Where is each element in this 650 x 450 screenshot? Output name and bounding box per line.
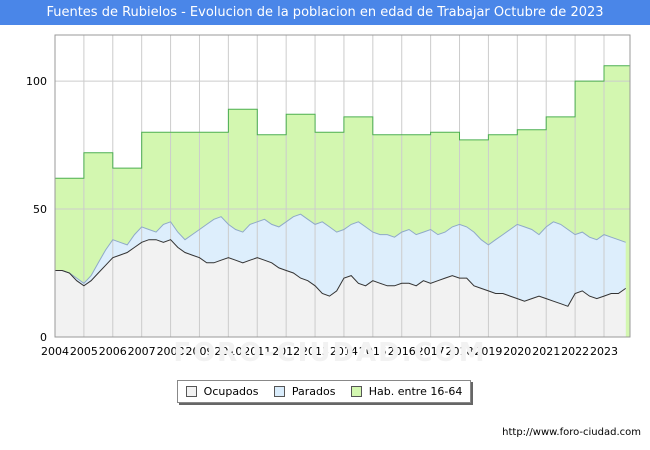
y-tick-label: 0: [40, 331, 47, 344]
legend-swatch-parados: [273, 386, 285, 397]
x-tick-label: 2018: [446, 345, 474, 358]
x-tick-label: 2014: [330, 345, 358, 358]
y-tick-label: 100: [26, 75, 47, 88]
x-tick-label: 2008: [157, 345, 185, 358]
x-tick-label: 2016: [388, 345, 416, 358]
x-tick-label: 2007: [128, 345, 156, 358]
chart-legend: Ocupados Parados Hab. entre 16-64: [177, 380, 471, 403]
x-tick-label: 2010: [214, 345, 242, 358]
series-line-parados: [55, 213, 626, 284]
x-tick-label: 2022: [561, 345, 589, 358]
legend-label-hab: Hab. entre 16-64: [368, 385, 463, 398]
x-tick-label: 2009: [185, 345, 213, 358]
legend-label-parados: Parados: [291, 385, 336, 398]
legend-swatch-hab: [350, 386, 362, 397]
x-tick-label: 2015: [359, 345, 387, 358]
x-tick-label: 2013: [301, 345, 329, 358]
x-tick-label: 2019: [474, 345, 502, 358]
x-tick-label: 2006: [99, 345, 127, 358]
x-tick-label: 2017: [417, 345, 445, 358]
legend-item-ocupados: Ocupados: [185, 385, 259, 398]
x-tick-label: 2004: [41, 345, 69, 358]
series-line-ocupados: [55, 239, 626, 307]
source-url: http://www.foro-ciudad.com: [502, 427, 641, 438]
legend-swatch-ocupados: [185, 386, 197, 397]
y-tick-label: 50: [33, 203, 47, 216]
x-tick-label: 2011: [243, 345, 271, 358]
watermark: FORO-CIUDAD.COM: [173, 338, 487, 368]
plot-frame: [54, 34, 631, 338]
x-tick-label: 2020: [503, 345, 531, 358]
chart-title: Fuentes de Rubielos - Evolucion de la po…: [0, 0, 650, 25]
x-tick-label: 2023: [590, 345, 618, 358]
series-line-hab: [55, 65, 630, 179]
legend-label-ocupados: Ocupados: [203, 385, 259, 398]
series-area-ocupados: [55, 239, 626, 337]
x-tick-label: 2021: [532, 345, 560, 358]
legend-item-parados: Parados: [273, 385, 336, 398]
x-tick-label: 2012: [272, 345, 300, 358]
x-tick-label: 2005: [70, 345, 98, 358]
legend-item-hab: Hab. entre 16-64: [350, 385, 463, 398]
